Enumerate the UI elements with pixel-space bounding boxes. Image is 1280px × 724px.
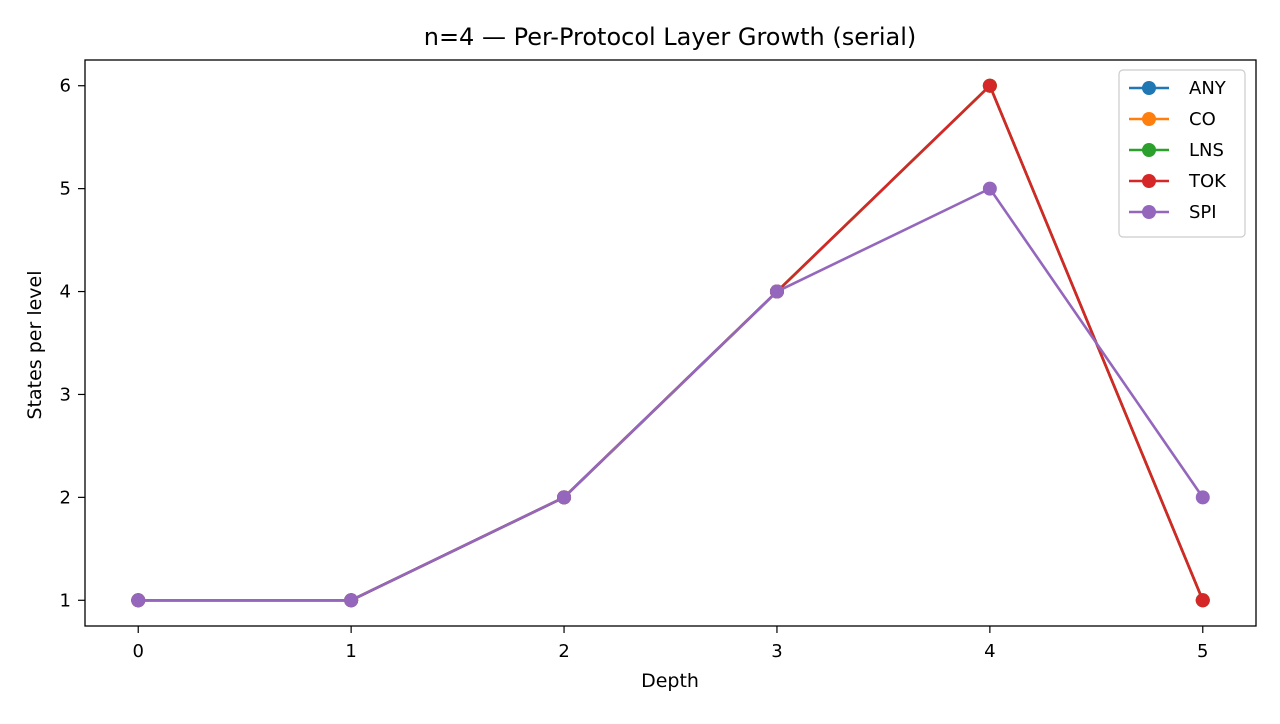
data-point bbox=[982, 78, 997, 93]
data-point bbox=[982, 181, 997, 196]
x-tick-label: 0 bbox=[133, 641, 144, 662]
series-spi bbox=[131, 181, 1210, 608]
legend: ANY CO LNS TOK SPI bbox=[1118, 69, 1246, 238]
legend-label: CO bbox=[1189, 109, 1216, 130]
x-axis-label: Depth bbox=[641, 670, 699, 692]
series-line bbox=[136, 84, 1205, 602]
y-tick-label: 4 bbox=[60, 282, 71, 303]
series-line bbox=[136, 187, 1205, 602]
legend-label: ANY bbox=[1189, 78, 1227, 99]
series-tok bbox=[131, 78, 1210, 608]
legend-marker bbox=[1142, 143, 1156, 157]
y-axis-label: States per level bbox=[24, 270, 46, 419]
plot-area bbox=[84, 59, 1257, 627]
series-line bbox=[136, 84, 1205, 602]
data-point bbox=[344, 593, 359, 608]
legend-frame bbox=[1118, 69, 1246, 238]
legend-label: SPI bbox=[1189, 202, 1217, 223]
data-point bbox=[131, 593, 146, 608]
series-line bbox=[136, 84, 1205, 602]
y-axis-ticks: 1 2 3 4 5 6 bbox=[60, 76, 85, 611]
data-point bbox=[1195, 490, 1210, 505]
legend-item-lns: LNS bbox=[1129, 140, 1224, 161]
series-lns bbox=[131, 78, 1210, 608]
legend-item-tok: TOK bbox=[1129, 171, 1227, 192]
chart-title: n=4 — Per-Protocol Layer Growth (serial) bbox=[424, 23, 917, 51]
data-point bbox=[557, 490, 572, 505]
y-tick-label: 1 bbox=[60, 590, 71, 611]
y-tick-label: 5 bbox=[60, 179, 71, 200]
x-tick-label: 4 bbox=[984, 641, 995, 662]
legend-label: TOK bbox=[1188, 171, 1227, 192]
y-tick-label: 2 bbox=[60, 487, 71, 508]
plot-frame bbox=[84, 59, 1257, 627]
x-axis-ticks: 0 1 2 3 4 5 bbox=[133, 626, 1208, 662]
y-tick-label: 3 bbox=[60, 384, 71, 405]
legend-marker bbox=[1142, 205, 1156, 219]
x-tick-label: 5 bbox=[1197, 641, 1208, 662]
series-any bbox=[131, 78, 1210, 608]
x-tick-label: 1 bbox=[345, 641, 356, 662]
series-co bbox=[131, 78, 1210, 608]
legend-item-any: ANY bbox=[1129, 78, 1227, 99]
series-line bbox=[136, 84, 1205, 602]
legend-item-co: CO bbox=[1129, 109, 1216, 130]
legend-marker bbox=[1142, 112, 1156, 126]
legend-item-spi: SPI bbox=[1129, 202, 1217, 223]
legend-marker bbox=[1142, 81, 1156, 95]
legend-marker bbox=[1142, 174, 1156, 188]
x-tick-label: 2 bbox=[558, 641, 569, 662]
data-point bbox=[769, 284, 784, 299]
y-tick-label: 6 bbox=[60, 76, 71, 97]
x-tick-label: 3 bbox=[771, 641, 782, 662]
legend-label: LNS bbox=[1189, 140, 1224, 161]
data-point bbox=[1195, 593, 1210, 608]
